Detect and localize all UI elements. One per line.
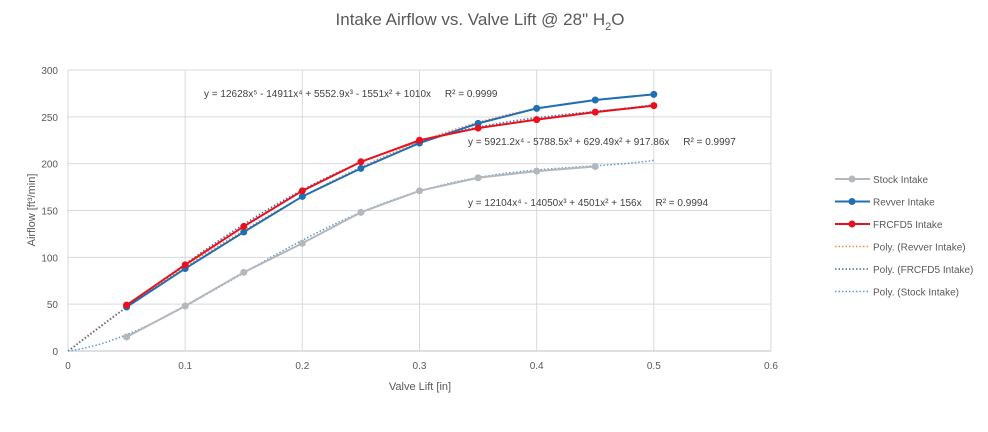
data-point xyxy=(416,187,423,195)
y-tick-label: 200 xyxy=(41,160,58,171)
legend: Stock Intake Revver Intake FRCFD5 Intake Po… xyxy=(835,175,973,299)
y-tick-label: 50 xyxy=(47,300,59,311)
y-tick-label: 150 xyxy=(41,207,58,218)
x-axis-label: Valve Lift [in] xyxy=(389,381,451,393)
data-point xyxy=(591,96,599,104)
legend-marker xyxy=(848,198,856,205)
data-point xyxy=(240,222,248,230)
x-tick-label: 0 xyxy=(65,361,71,372)
trendline-equation-stock: y = 12104x⁴ - 14050x³ + 4501x² + 156x R²… xyxy=(468,198,708,209)
x-tick-label: 0.2 xyxy=(295,361,309,372)
data-point xyxy=(650,102,658,110)
data-point xyxy=(533,116,541,124)
data-point xyxy=(181,261,189,269)
data-point xyxy=(357,208,365,216)
data-point xyxy=(298,192,306,200)
data-point xyxy=(591,162,599,170)
legend-marker xyxy=(848,175,856,183)
chart-title: Intake Airflow vs. Valve Lift @ 28" H2O xyxy=(336,10,625,33)
data-point xyxy=(474,174,482,182)
series-line xyxy=(126,165,596,338)
legend-label: FRCFD5 Intake xyxy=(873,220,943,231)
data-point xyxy=(357,164,365,172)
data-point xyxy=(240,228,248,236)
trendline xyxy=(67,104,654,352)
y-tick-label: 300 xyxy=(41,66,58,77)
data-point xyxy=(123,333,131,341)
data-point xyxy=(650,90,658,98)
data-point xyxy=(240,268,248,276)
legend-marker xyxy=(848,220,856,228)
x-tick-label: 0.3 xyxy=(413,361,427,372)
series-line xyxy=(126,93,654,308)
x-tick-label: 0.5 xyxy=(647,361,661,372)
data-point xyxy=(298,187,306,195)
y-tick-label: 0 xyxy=(52,347,58,358)
data-point xyxy=(416,136,423,144)
data-point xyxy=(474,124,482,132)
legend-label: Poly. (Stock Intake) xyxy=(873,288,959,299)
data-point xyxy=(591,108,599,116)
series-line xyxy=(126,104,654,306)
y-tick-label: 250 xyxy=(41,113,58,124)
trendline xyxy=(67,93,654,352)
data-point xyxy=(123,301,131,309)
data-point xyxy=(357,158,365,166)
trendline-equation-frcfd5: y = 5921.2x⁴ - 5788.5x³ + 629.49x² + 917… xyxy=(468,137,736,148)
data-point xyxy=(533,104,541,112)
data-point xyxy=(298,239,306,247)
data-point xyxy=(181,302,189,310)
legend-label: Poly. (FRCFD5 Intake) xyxy=(873,265,973,276)
legend-label: Stock Intake xyxy=(873,175,928,186)
legend-label: Revver Intake xyxy=(873,198,935,209)
legend-label: Poly. (Revver Intake) xyxy=(873,243,966,254)
trendline-equation-revver: y = 12628x⁵ - 14911x⁴ + 5552.9x³ - 1551x… xyxy=(204,89,498,100)
y-axis-label: Airflow [ft³/min] xyxy=(26,174,38,247)
x-tick-label: 0.4 xyxy=(530,361,544,372)
y-tick-label: 100 xyxy=(41,253,58,264)
x-tick-label: 0.1 xyxy=(178,361,192,372)
x-tick-label: 0.6 xyxy=(764,361,778,372)
data-point xyxy=(533,167,541,175)
